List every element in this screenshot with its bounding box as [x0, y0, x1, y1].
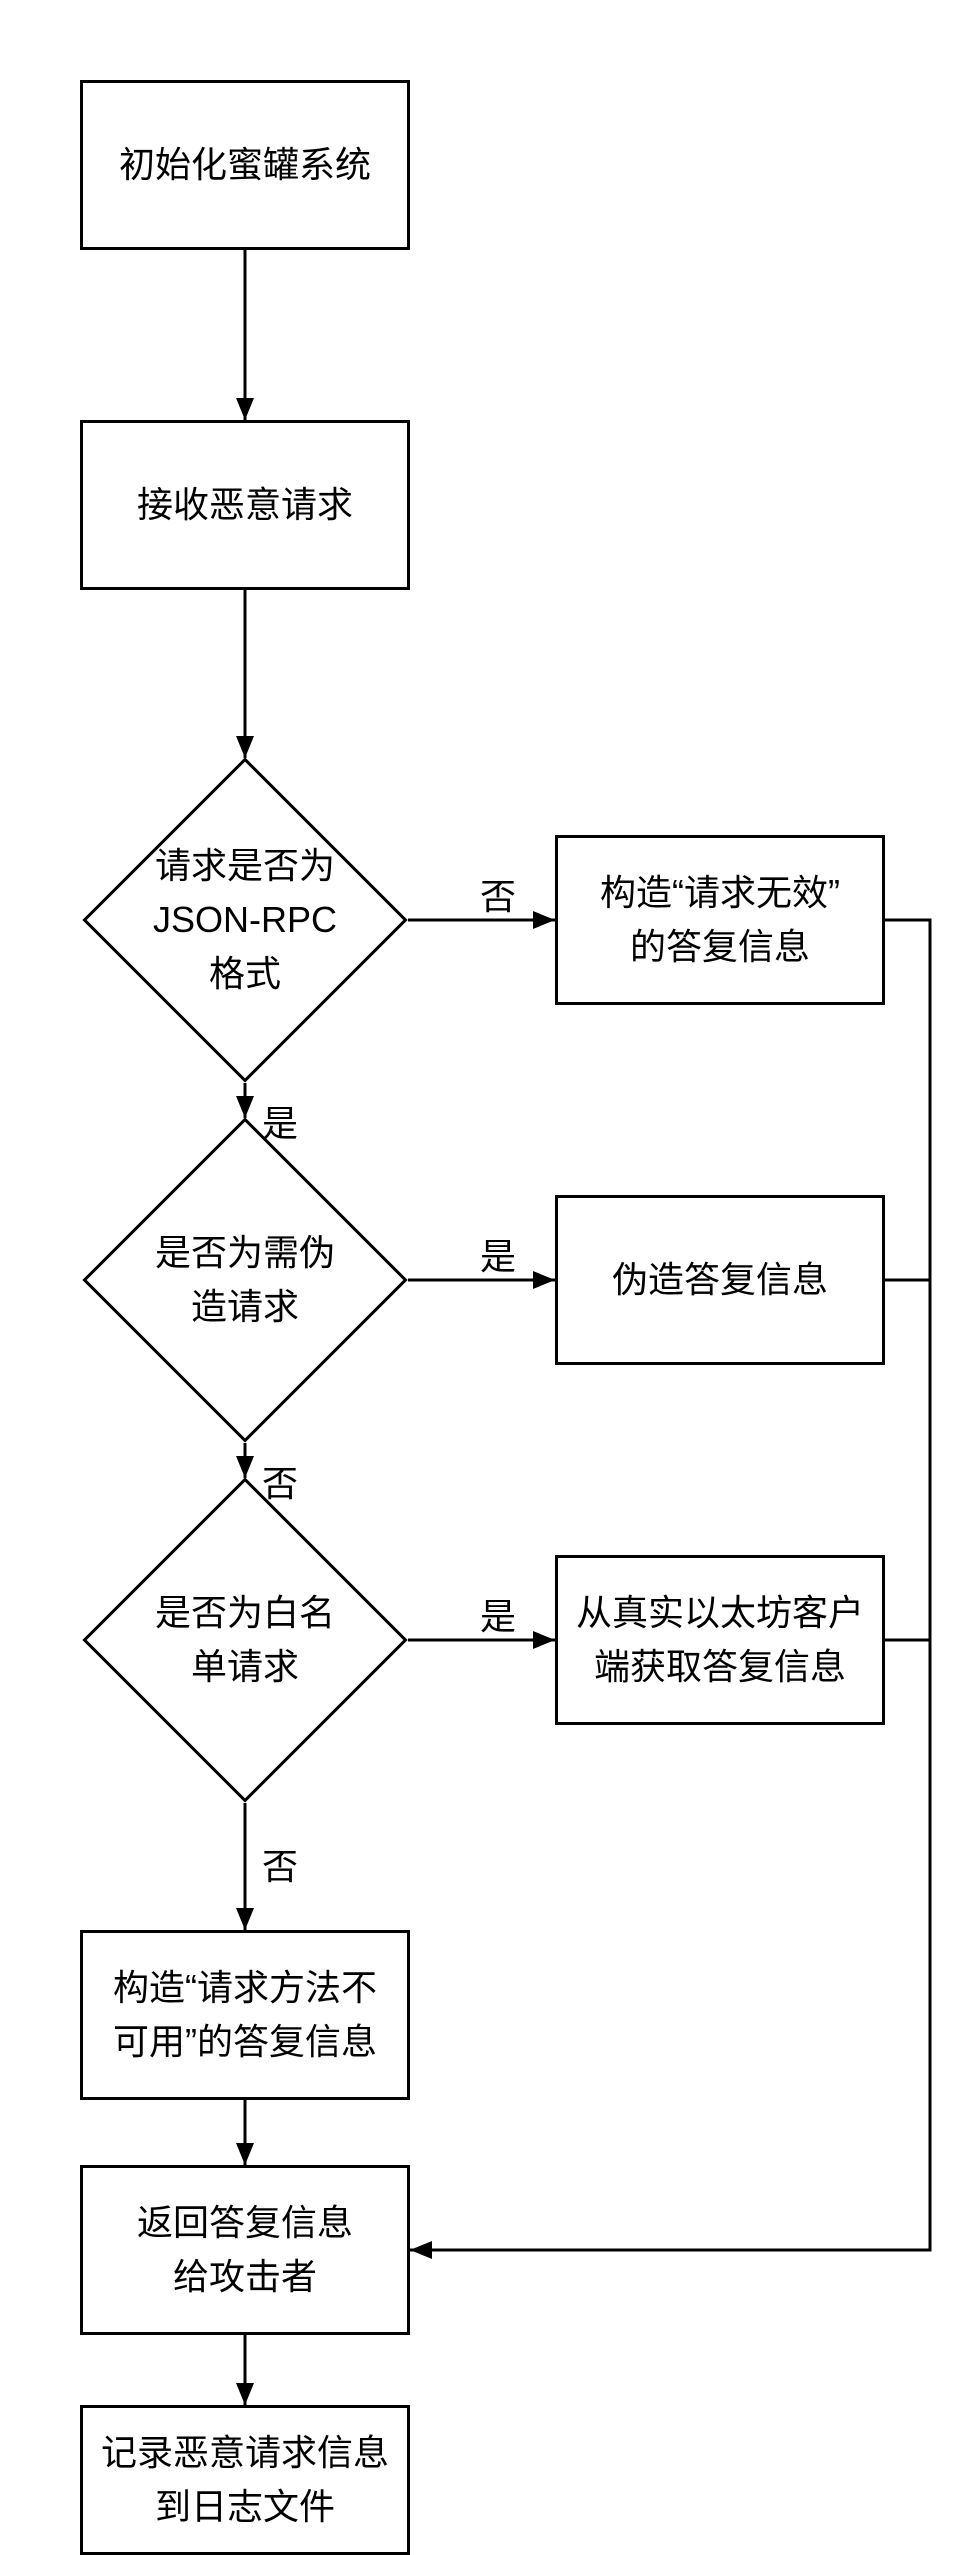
node-d2: 是否为需伪造请求 — [130, 1165, 360, 1395]
node-label: 从真实以太坊客户端获取答复信息 — [576, 1586, 864, 1694]
node-n7: 返回答复信息给攻击者 — [80, 2165, 410, 2335]
edge-label: 是 — [262, 1095, 298, 1147]
node-d3: 是否为白名单请求 — [130, 1525, 360, 1755]
node-n5: 从真实以太坊客户端获取答复信息 — [555, 1555, 885, 1725]
edge-label: 否 — [262, 1838, 298, 1890]
edge-label: 否 — [480, 868, 516, 920]
node-n3: 构造“请求无效”的答复信息 — [555, 835, 885, 1005]
node-d1: 请求是否为JSON-RPC格式 — [130, 805, 360, 1035]
node-n6: 构造“请求方法不可用”的答复信息 — [80, 1930, 410, 2100]
edge-label: 否 — [262, 1455, 298, 1507]
node-label: 返回答复信息给攻击者 — [137, 2196, 353, 2304]
node-n4: 伪造答复信息 — [555, 1195, 885, 1365]
flowchart-canvas: 初始化蜜罐系统接收恶意请求请求是否为JSON-RPC格式 构造“请求无效”的答复信… — [0, 0, 970, 2555]
node-n1: 初始化蜜罐系统 — [80, 80, 410, 250]
node-label: 初始化蜜罐系统 — [119, 138, 371, 192]
node-label: 记录恶意请求信息到日志文件 — [101, 2426, 389, 2534]
node-label: 伪造答复信息 — [612, 1253, 828, 1307]
node-label: 构造“请求无效”的答复信息 — [600, 866, 840, 974]
node-n2: 接收恶意请求 — [80, 420, 410, 590]
node-n8: 记录恶意请求信息到日志文件 — [80, 2405, 410, 2555]
edge-label: 是 — [480, 1228, 516, 1280]
node-label: 接收恶意请求 — [137, 478, 353, 532]
node-label: 构造“请求方法不可用”的答复信息 — [113, 1961, 377, 2069]
node-label: 是否为白名单请求 — [142, 1586, 349, 1694]
edge-label: 是 — [480, 1588, 516, 1640]
node-label: 是否为需伪造请求 — [142, 1226, 349, 1334]
node-label: 请求是否为JSON-RPC格式 — [142, 839, 349, 1001]
